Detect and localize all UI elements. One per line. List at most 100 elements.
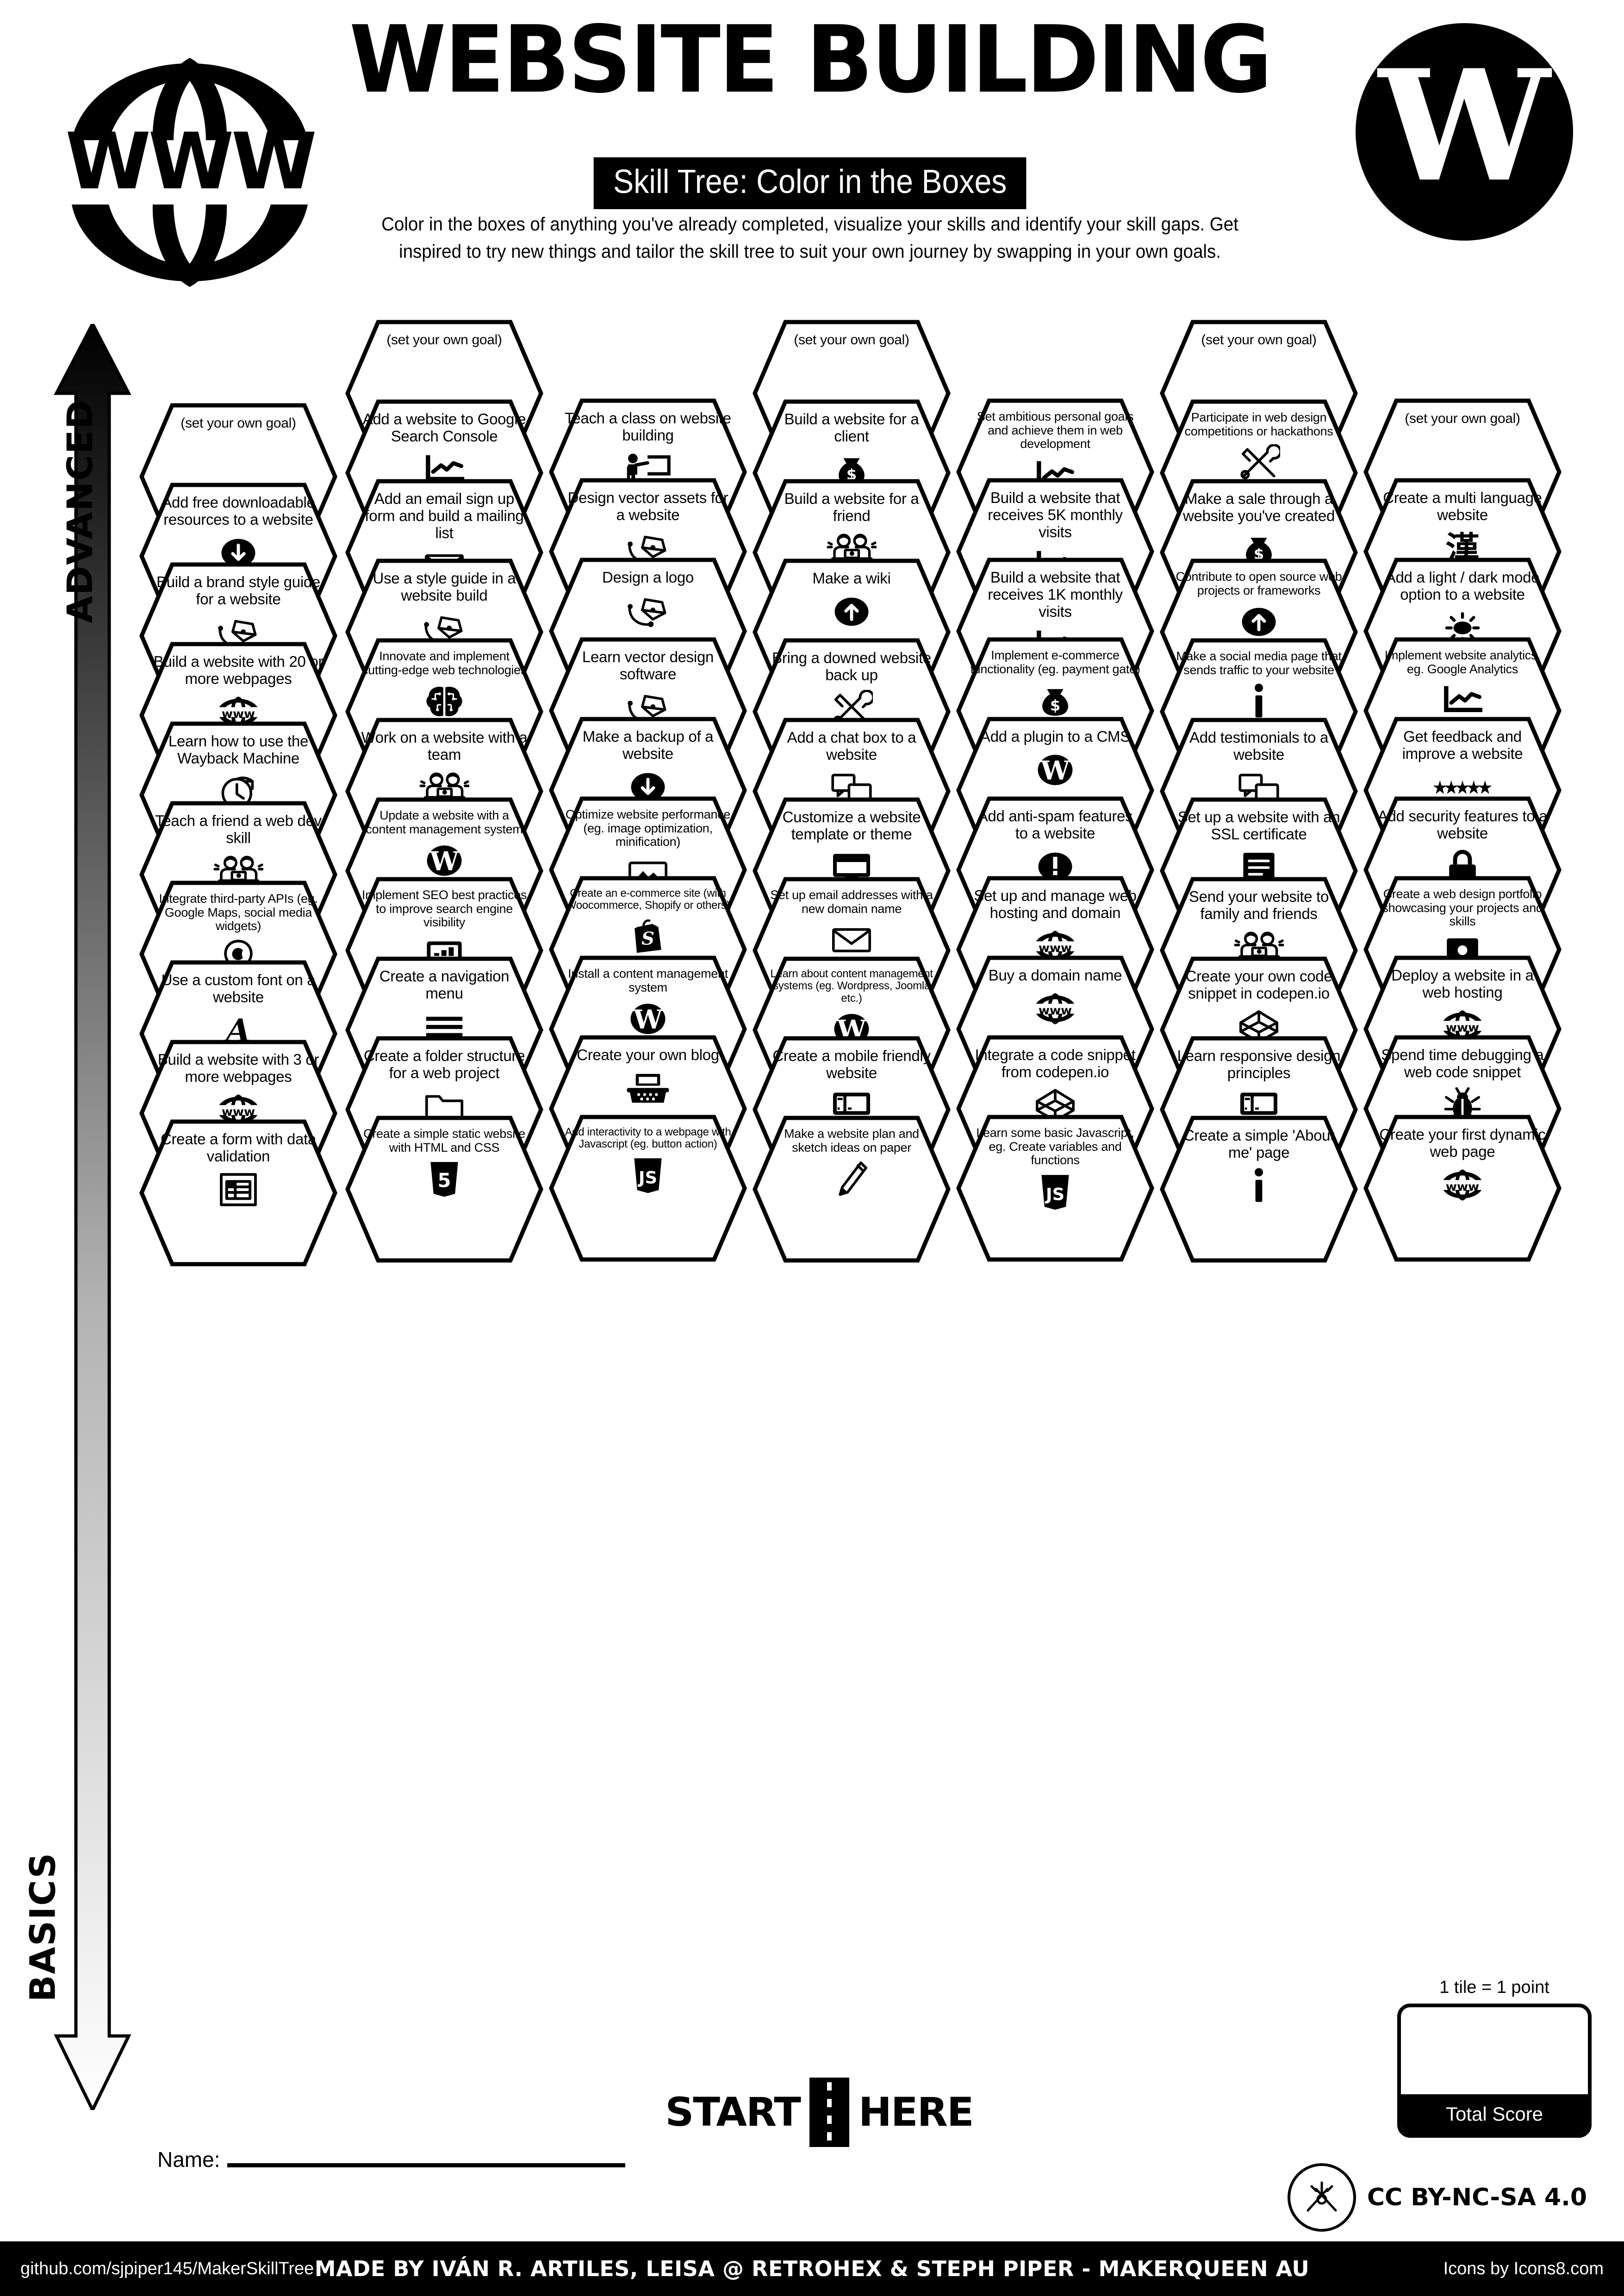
hex-content: Build a website with 20 or more webpages…	[153, 653, 324, 777]
hex-label: Add security features to a website	[1377, 807, 1548, 842]
hex-label: Learn about content management systems (…	[770, 968, 933, 1005]
page-footer: github.com/sjpiper145/MakerSkillTree MAD…	[0, 2241, 1624, 2296]
wordpress-badge-letter: W	[1378, 36, 1550, 216]
hex-label: Bring a downed website back up	[772, 649, 931, 683]
hex-label: Implement e-commerce functionality (eg. …	[970, 648, 1140, 676]
hex-content: Make a social media page that sends traf…	[1173, 649, 1344, 774]
hex-label: Create a navigation menu	[379, 968, 510, 1002]
hex-content: Create a form with data validation	[153, 1130, 324, 1255]
wordpress-icon: W	[629, 999, 666, 1039]
hex-content: Integrate third-party APIs (eg. Google M…	[153, 892, 324, 1016]
info-icon	[1245, 682, 1273, 721]
hex-label: Design vector assets for a website	[567, 489, 728, 523]
name-field-rule[interactable]	[227, 2163, 626, 2167]
svg-text:W: W	[633, 1005, 663, 1035]
exclamation-circle-icon	[1038, 847, 1073, 887]
monitor-icon	[831, 848, 872, 887]
svg-text:W: W	[1040, 755, 1070, 786]
tools-badge-icon	[1307, 2181, 1337, 2212]
download-circle-icon	[630, 767, 666, 807]
line-chart-icon	[1443, 681, 1482, 720]
hex-content: Learn vector design software	[562, 648, 734, 773]
html5-icon: 5	[428, 1159, 461, 1199]
hex-label: Create a mobile friendly website	[772, 1047, 931, 1081]
maker-badge-icon	[1287, 2163, 1356, 2232]
hex-content: Set up and manage web hosting and domain…	[970, 887, 1141, 1011]
stars-icon	[1432, 767, 1493, 807]
hex-label: Create a form with data validation	[160, 1130, 317, 1165]
axis-arrow-icon	[54, 324, 131, 2110]
skill-hex-tile[interactable]: Create a simple static website with HTML…	[345, 1115, 544, 1263]
hex-content: Use a style guide in a website build	[359, 570, 530, 694]
hex-content: Add interactivity to a webpage with Java…	[562, 1126, 734, 1250]
icons-attribution[interactable]: Icons by Icons8.com	[1443, 2259, 1604, 2278]
hex-label: Learn how to use the Wayback Machine	[168, 732, 309, 767]
hex-content: Make a wiki	[766, 570, 937, 694]
hex-label: Send your website to family and friends	[1188, 888, 1329, 922]
download-circle-icon	[221, 533, 256, 573]
hex-label: Build a website for a client	[784, 410, 919, 445]
hex-label: Spend time debugging a web code snippet	[1381, 1046, 1544, 1080]
name-field[interactable]: Name:	[157, 2147, 626, 2172]
skill-hex-tile[interactable]: Add interactivity to a webpage with Java…	[548, 1114, 747, 1262]
tile-point-note: 1 tile = 1 point	[1439, 1978, 1549, 1997]
hex-label: Create your first dynamic web page	[1379, 1126, 1546, 1160]
difficulty-axis: ADVANCED BASICS	[22, 324, 167, 2110]
page-subtitle-wrap: Skill Tree: Color in the Boxes	[324, 157, 1296, 209]
hex-label: Create a simple static website with HTML…	[363, 1127, 525, 1154]
hex-content: Create an e-commerce site (with Woocomme…	[562, 887, 734, 1011]
name-field-label: Name:	[157, 2147, 220, 2172]
hex-outline	[1363, 1115, 1562, 1262]
hex-label: Design a logo	[602, 569, 694, 586]
svg-text:JS: JS	[637, 1167, 657, 1187]
brain-circuit-icon	[424, 682, 464, 721]
money-bag-icon: $	[1036, 681, 1075, 720]
hex-content: Design vector assets for a website	[562, 489, 734, 614]
hex-content: Set ambitious personal goals and achieve…	[970, 410, 1141, 534]
skill-hex-tile[interactable]: Create a form with data validation	[139, 1119, 338, 1267]
credits-text: MADE BY IVÁN R. ARTILES, LEISA @ RETROHE…	[314, 2256, 1310, 2281]
www-globe-logo: WWW	[60, 23, 319, 287]
start-label: START	[665, 2089, 801, 2135]
hex-label: Add an email sign up form and build a ma…	[365, 490, 524, 541]
total-score-box[interactable]: 1 tile = 1 point Total Score	[1397, 1978, 1592, 2138]
score-frame[interactable]: Total Score	[1397, 2004, 1592, 2138]
hex-content: Set up email addresses with a new domain…	[766, 888, 937, 1012]
skill-hex-tile[interactable]: Create your first dynamic web page www	[1363, 1114, 1562, 1262]
typewriter-icon	[626, 1068, 670, 1108]
skill-hex-tile[interactable]: Create a simple 'About me' page	[1159, 1115, 1358, 1263]
hex-label: Build a website that receives 5K monthly…	[988, 489, 1123, 540]
license-block: CC BY-NC-SA 4.0	[1287, 2163, 1587, 2232]
hex-label: Build a website that receives 1K monthly…	[988, 569, 1123, 620]
hex-label: Build a brand style guide for a website	[156, 573, 320, 608]
skill-hex-tile[interactable]: Make a website plan and sketch ideas on …	[752, 1115, 951, 1263]
hex-label: Participate in web design competitions o…	[1184, 410, 1333, 438]
hex-content: Add a website to Google Search Console	[359, 410, 530, 535]
here-label: HERE	[858, 2089, 974, 2135]
up-circle-icon	[1241, 602, 1276, 642]
total-score-label: Total Score	[1401, 2094, 1588, 2134]
hex-label: Work on a website with a team	[361, 729, 528, 763]
github-link[interactable]: github.com/sjpiper145/MakerSkillTree	[20, 2259, 314, 2278]
two-people-laptop-icon	[827, 529, 877, 569]
skill-hex-tile[interactable]: Learn some basic Javascript, eg. Create …	[956, 1114, 1155, 1262]
hex-label: Create your own blog	[577, 1046, 719, 1063]
hex-label: Add testimonials to a website	[1189, 729, 1329, 763]
hex-label: Set up a website with an SSL certificate	[1177, 808, 1340, 843]
hex-label: Add a light / dark mode option to a webs…	[1385, 569, 1540, 603]
hex-content: Implement SEO best practices to improve …	[359, 888, 530, 1012]
hex-content: Buy a domain name www	[970, 967, 1141, 1091]
hex-content: (set your own goal)	[153, 415, 324, 539]
hex-content: Participate in web design competitions o…	[1173, 410, 1344, 535]
hex-content: Build a website with 3 or more webpages …	[153, 1051, 324, 1175]
hex-label: Innovate and implement cutting-edge web …	[361, 649, 527, 677]
hex-label: Add interactivity to a webpage with Java…	[565, 1126, 731, 1151]
hex-content: Make a website plan and sketch ideas on …	[766, 1127, 937, 1251]
hex-label: Make a backup of a website	[582, 728, 714, 762]
hex-label: Learn some basic Javascript, eg. Create …	[976, 1126, 1134, 1167]
teacher-board-icon	[625, 449, 671, 489]
hex-content: Update a website with a content manageme…	[359, 808, 530, 933]
hex-content: (set your own goal)	[1173, 331, 1344, 455]
hex-label: (set your own goal)	[1405, 411, 1520, 426]
